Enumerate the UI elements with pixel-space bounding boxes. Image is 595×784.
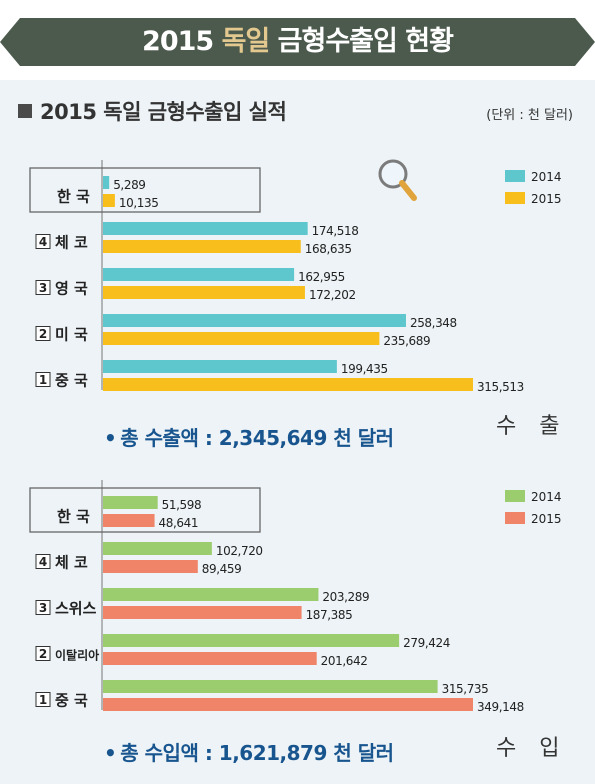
export-bar-2014	[103, 176, 110, 189]
export-category-label: 미 국	[55, 326, 88, 344]
bullet-icon: •	[104, 741, 117, 765]
import-bar-2015	[103, 514, 155, 527]
import-category-label: 체 코	[55, 554, 88, 572]
export-value-label: 315,513	[477, 380, 524, 394]
export-rank-number: 3	[39, 281, 47, 295]
import-legend-swatch-2014	[505, 490, 525, 502]
import-section-label: 수 입	[496, 736, 568, 761]
export-value-label: 162,955	[298, 270, 345, 284]
import-total-text: 총 수입액 : 1,621,879 천 달러	[120, 741, 394, 765]
export-bar-2014	[103, 360, 337, 373]
export-rank-number: 2	[39, 327, 47, 341]
export-bar-2015	[103, 332, 380, 345]
import-total: • 총 수입액 : 1,621,879 천 달러	[104, 737, 394, 766]
export-value-label: 174,518	[312, 224, 359, 238]
export-bar-2014	[103, 222, 308, 235]
import-value-label: 203,289	[322, 590, 369, 604]
import-rank-number: 2	[39, 647, 47, 661]
export-value-label: 235,689	[383, 334, 430, 348]
export-bar-2015	[103, 286, 305, 299]
import-bar-2015	[103, 652, 317, 665]
export-category-label: 중 국	[55, 372, 88, 390]
export-rank-box	[35, 234, 51, 249]
export-rank-number: 1	[39, 373, 47, 387]
export-legend-swatch-2015	[505, 192, 525, 204]
export-value-label: 199,435	[341, 362, 388, 376]
page-title-year: 2015	[142, 26, 222, 57]
import-bar-2014	[103, 542, 212, 555]
import-bar-2014	[103, 588, 319, 601]
unit-note: (단위 : 천 달러)	[486, 108, 573, 123]
import-rank-box	[35, 692, 51, 707]
export-category-label: 영 국	[55, 280, 88, 298]
export-bar-2014	[103, 268, 295, 281]
import-rank-number: 4	[39, 555, 47, 569]
import-value-label: 102,720	[216, 544, 263, 558]
import-category-label: 중 국	[55, 692, 88, 710]
export-chart: 한 국 5,289 10,135 4 체 코 174,518 168,635 3 영 국 162,…	[29, 159, 562, 394]
import-legend-label: 2015	[531, 512, 562, 526]
import-bar-2015	[103, 606, 302, 619]
import-value-label: 315,735	[442, 682, 489, 696]
page-title-rest: 금형수출입 현황	[269, 26, 454, 57]
import-rank-number: 1	[39, 693, 47, 707]
export-bar-2014	[103, 314, 406, 327]
import-category-label: 이탈리아	[55, 648, 99, 663]
import-rank-box	[35, 554, 51, 569]
bullet-icon: •	[104, 426, 117, 450]
import-category-label: 한 국	[57, 508, 90, 526]
export-rank-number: 4	[39, 235, 47, 249]
import-rank-box	[35, 600, 51, 615]
import-highlight-box	[29, 487, 261, 533]
export-bar-2015	[103, 240, 301, 253]
import-value-label: 279,424	[403, 636, 450, 650]
section-subtitle-text: 2015 독일 금형수출입 실적	[40, 100, 287, 124]
export-legend-label: 2015	[531, 192, 562, 206]
title-banner	[0, 18, 595, 66]
export-legend-swatch-2014	[505, 170, 525, 182]
export-highlight-box	[29, 167, 261, 213]
export-bar-2015	[103, 194, 115, 207]
export-category-label: 한 국	[57, 188, 90, 206]
section-subtitle: 2015 독일 금형수출입 실적	[18, 96, 287, 126]
square-bullet-icon	[18, 104, 32, 118]
import-value-label: 349,148	[477, 700, 524, 714]
import-legend-label: 2014	[531, 490, 562, 504]
export-total-text: 총 수출액 : 2,345,649 천 달러	[120, 426, 394, 450]
import-value-label: 51,598	[162, 498, 202, 512]
import-legend-swatch-2015	[505, 512, 525, 524]
export-value-label: 5,289	[113, 178, 145, 192]
import-value-label: 89,459	[202, 562, 242, 576]
content-panel	[0, 80, 595, 784]
import-category-label: 스위스	[55, 600, 97, 618]
export-value-label: 168,635	[305, 242, 352, 256]
page-title-highlight: 독일	[221, 26, 271, 57]
import-rank-box	[35, 646, 51, 661]
export-value-label: 258,348	[410, 316, 457, 330]
import-bar-2014	[103, 496, 158, 509]
export-rank-box	[35, 280, 51, 295]
export-section-label: 수 출	[496, 414, 568, 439]
export-rank-box	[35, 326, 51, 341]
import-bar-2014	[103, 634, 400, 647]
import-rank-number: 3	[39, 601, 47, 615]
import-value-label: 201,642	[321, 654, 368, 668]
import-value-label: 187,385	[306, 608, 353, 622]
export-rank-box	[35, 372, 51, 387]
import-chart: 한 국 51,598 48,641 4 체 코 102,720 89,459 3 스위스 203,…	[29, 480, 562, 714]
export-category-label: 체 코	[55, 234, 88, 252]
page-title: 2015 독일 금형수출입 현황	[0, 18, 595, 66]
magnifier-icon	[378, 159, 417, 201]
export-total: • 총 수출액 : 2,345,649 천 달러	[104, 422, 394, 451]
import-value-label: 48,641	[159, 516, 199, 530]
import-bar-2015	[103, 560, 198, 573]
export-value-label: 10,135	[119, 196, 159, 210]
import-bar-2014	[103, 680, 438, 693]
export-bar-2015	[103, 378, 473, 391]
export-legend-label: 2014	[531, 170, 562, 184]
export-value-label: 172,202	[309, 288, 356, 302]
import-bar-2015	[103, 698, 473, 711]
